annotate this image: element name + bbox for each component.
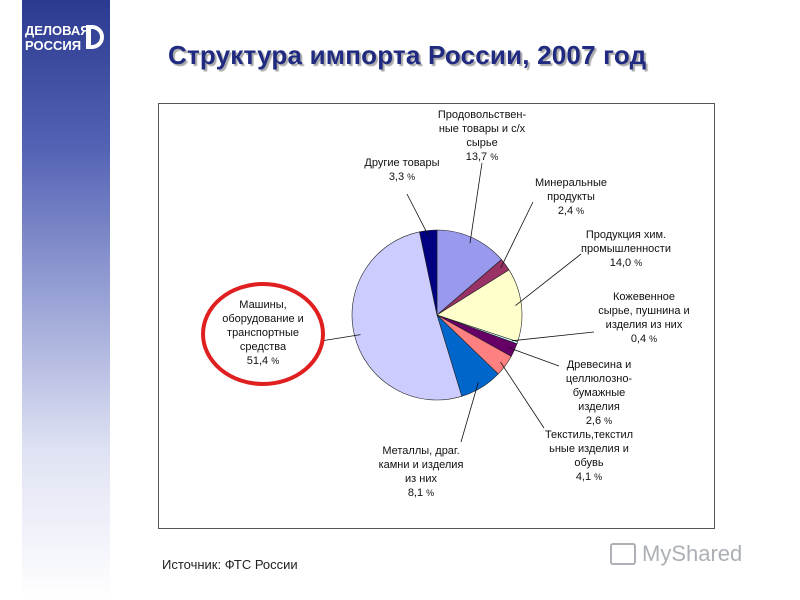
leader-line-9 (406, 193, 430, 237)
source-note: Источник: ФТС России (162, 557, 298, 572)
leader-line-5 (508, 347, 560, 367)
slice-label-6: Текстиль,текстил ьные изделия и обувь 4,1 % (545, 429, 633, 483)
pie-chart: Продовольствен-ные товары и с/х сырье 13,7… (201, 109, 690, 499)
watermark: MyShared (610, 540, 742, 570)
logo: ДЕЛОВАЯ РОССИЯ (22, 18, 110, 58)
slice-value-5: 2,6 % (586, 415, 612, 427)
slice-label-8: Машины, оборудование и транспортные средств… (222, 299, 304, 367)
slice-value-6: 4,1 % (576, 471, 602, 483)
highlight-circle (201, 282, 325, 386)
pie-slice-9 (419, 229, 438, 316)
slice-value-4: 0,4 % (631, 333, 657, 345)
leader-line-7 (460, 382, 479, 443)
chart-frame: Продовольствен-ные товары и с/х сырье 13,7… (158, 103, 715, 529)
slice-value-2: 2,4 % (558, 205, 584, 217)
slice-label-9: Другие товары 3,3 % (364, 157, 439, 183)
slide-title: Структура импорта России, 2007 год (168, 40, 647, 70)
slice-value-3: 14,0 % (610, 257, 642, 269)
slice-value-7: 8,1 % (408, 487, 434, 499)
slice-label-1: Продовольствен-ные товары и с/х сырье 13,7… (438, 109, 527, 163)
slice-value-8: 51,4 % (247, 355, 279, 367)
slice-label-4: Кожевенное сырье, пушнина и изделия из них… (598, 291, 689, 345)
slice-label-7: Металлы, драг. камни и изделия из них 8,1 % (379, 445, 464, 499)
watermark-text: MyShared (642, 541, 743, 567)
logo-d-mark-icon (86, 25, 104, 49)
leader-line-2 (500, 201, 534, 269)
logo-line-1: ДЕЛОВАЯ (25, 23, 90, 38)
side-band (22, 0, 110, 600)
leader-line-3 (515, 253, 582, 306)
leader-line-1 (469, 162, 483, 244)
watermark-icon (610, 543, 636, 566)
slice-label-2: Минеральные продукты 2,4 % (535, 177, 607, 217)
logo-line-2: РОССИЯ (25, 38, 82, 53)
slice-label-5: Древесина и целлюлозно-бумажные изделия 2,6… (566, 359, 633, 427)
slice-value-1: 13,7 % (466, 151, 498, 163)
pie-slice-8 (351, 231, 463, 401)
slice-label-3: Продукция хим. промышленности 14,0 % (581, 229, 671, 269)
slice-value-9: 3,3 % (389, 171, 415, 183)
leader-line-4 (511, 331, 595, 342)
pie-slice-3 (436, 269, 523, 343)
pie-slice-1 (436, 229, 502, 316)
leader-line-8 (320, 334, 361, 342)
leader-line-6 (500, 361, 545, 429)
